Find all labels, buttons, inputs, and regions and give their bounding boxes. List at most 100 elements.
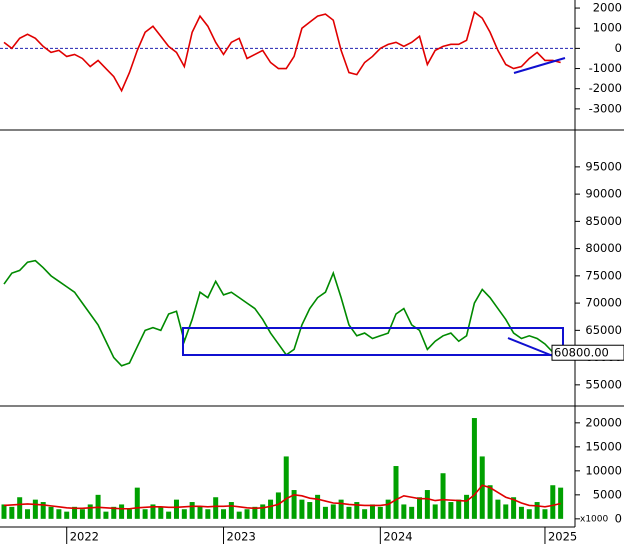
- bar: [534, 502, 540, 519]
- bar: [315, 494, 321, 519]
- bar: [17, 497, 23, 519]
- y-tick-label: 0: [615, 41, 622, 55]
- bar: [417, 497, 423, 519]
- bar: [385, 499, 391, 519]
- bar: [322, 506, 328, 519]
- bar: [518, 506, 524, 519]
- bar: [330, 504, 336, 519]
- y-tick-label: 2000: [593, 1, 622, 15]
- line: [3, 259, 561, 367]
- bar: [471, 418, 477, 519]
- bar: [550, 485, 556, 519]
- bar: [173, 499, 179, 519]
- bar: [197, 506, 203, 519]
- line: [3, 484, 561, 510]
- y-tick-label: -1000: [589, 61, 622, 75]
- bar: [479, 456, 485, 519]
- bar: [268, 499, 274, 519]
- y-tick-label: 75000: [585, 268, 622, 282]
- bar: [440, 473, 446, 519]
- bar: [166, 511, 172, 519]
- y-tick-label: 20000: [585, 415, 622, 429]
- y-tick-label: 15000: [585, 439, 622, 453]
- bar: [244, 509, 250, 519]
- bar: [362, 509, 368, 519]
- y-tick-label: 5000: [593, 487, 622, 501]
- bar: [236, 511, 242, 519]
- y-tick-label: 85000: [585, 214, 622, 228]
- bar: [558, 487, 564, 519]
- bar: [393, 466, 399, 519]
- trend-line: [507, 337, 559, 359]
- bar: [464, 494, 470, 519]
- bar: [354, 502, 360, 519]
- bar: [409, 506, 415, 519]
- bar: [283, 456, 289, 519]
- y-tick-label: 55000: [585, 377, 622, 391]
- bar: [32, 499, 38, 519]
- trend-line: [513, 57, 566, 74]
- bar: [205, 509, 211, 519]
- bar: [487, 485, 493, 519]
- line: [3, 10, 561, 93]
- bar: [79, 509, 85, 519]
- bar: [542, 509, 548, 519]
- bar: [48, 506, 54, 519]
- bar: [119, 504, 125, 519]
- y-tick-label: 80000: [585, 241, 622, 255]
- bar: [503, 504, 509, 519]
- bar: [103, 511, 109, 519]
- bar: [260, 504, 266, 519]
- y-tick-label: 0: [615, 511, 622, 525]
- bar: [432, 504, 438, 519]
- bar: [213, 497, 219, 519]
- x-tick-label: 2025: [548, 530, 577, 544]
- bar: [495, 499, 501, 519]
- bar: [72, 506, 78, 519]
- bar: [126, 509, 132, 519]
- bar: [158, 506, 164, 519]
- bar: [511, 497, 517, 519]
- bar: [111, 506, 117, 519]
- bar: [275, 492, 281, 519]
- bar: [1, 504, 7, 519]
- bar: [307, 502, 313, 519]
- bar: [252, 506, 258, 519]
- bar: [25, 509, 31, 519]
- bar: [448, 502, 454, 519]
- bar: [291, 490, 297, 519]
- bar: [424, 490, 430, 519]
- bar: [401, 504, 407, 519]
- bar: [526, 509, 532, 519]
- unit-label: x1000: [580, 515, 609, 525]
- y-tick-label: -3000: [589, 101, 622, 115]
- bar: [299, 499, 305, 519]
- bar: [346, 506, 352, 519]
- y-tick-label: 95000: [585, 159, 622, 173]
- bar: [87, 504, 93, 519]
- bar: [189, 502, 195, 519]
- price-tag: [551, 344, 624, 361]
- bar: [221, 509, 227, 519]
- bar: [369, 504, 375, 519]
- bar: [134, 487, 140, 519]
- x-tick-label: 2022: [70, 530, 99, 544]
- x-tick-label: 2023: [227, 530, 256, 544]
- y-tick-label: 1000: [593, 21, 622, 35]
- y-tick-label: 10000: [585, 463, 622, 477]
- range-box: [182, 327, 564, 356]
- y-tick-label: 70000: [585, 296, 622, 310]
- bar: [150, 504, 156, 519]
- bar: [64, 511, 70, 519]
- price-tag-label: 60800.00: [554, 346, 609, 360]
- bar: [142, 509, 148, 519]
- y-tick-label: 65000: [585, 323, 622, 337]
- bar: [9, 506, 15, 519]
- y-tick-label: 90000: [585, 187, 622, 201]
- x-tick-label: 2024: [383, 530, 412, 544]
- bar: [40, 502, 46, 519]
- bar: [456, 499, 462, 519]
- bar: [338, 499, 344, 519]
- y-tick-label: -2000: [589, 81, 622, 95]
